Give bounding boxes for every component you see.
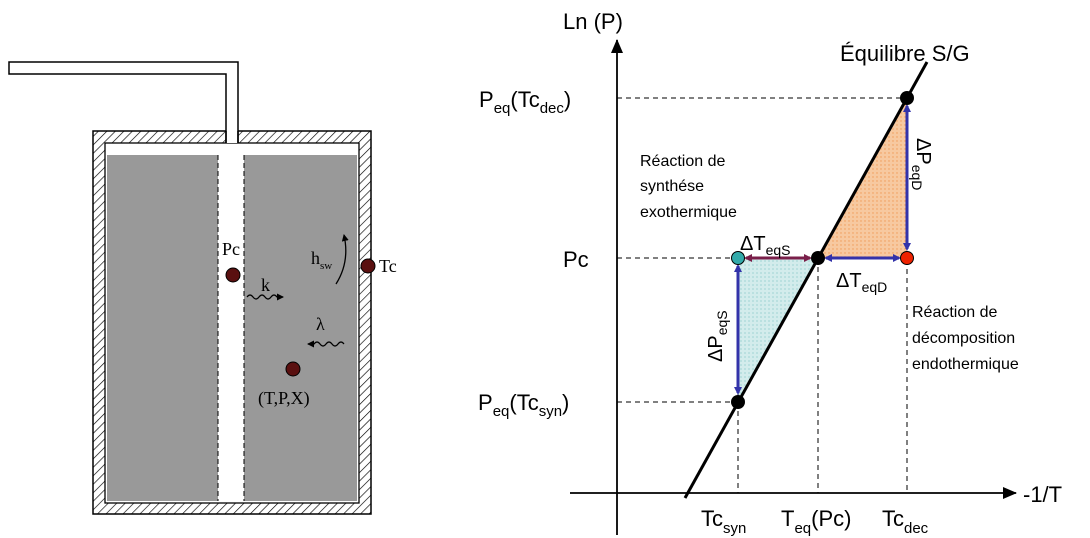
point-peq-dec xyxy=(900,91,914,105)
xtick-teq-pc: Teq(Pc) xyxy=(781,506,851,537)
ytick-peq-dec: Peq(Tcdec) xyxy=(479,87,571,117)
equilibrium-plot: Ln (P) -1/T Équilibre S/G Peq(Tcdec) Pc … xyxy=(478,9,1062,537)
state-point xyxy=(285,361,301,377)
reactor-label-tc: Tc xyxy=(379,256,397,276)
point-tc-dec xyxy=(900,251,914,265)
k-wavy-arrow xyxy=(246,293,284,301)
hsw-arrow xyxy=(335,234,349,285)
x-axis-label: -1/T xyxy=(1023,482,1062,507)
y-axis-label: Ln (P) xyxy=(563,9,623,34)
curve-label: Équilibre S/G xyxy=(840,41,970,66)
delta-peqs-label: ΔPeqS xyxy=(705,310,730,362)
equilibrium-line xyxy=(683,61,929,499)
point-peq-syn xyxy=(731,395,745,409)
reactor-diagram: Pc Tc hsw k λ (T,P,X) xyxy=(8,61,397,515)
point-tc-syn xyxy=(731,251,745,265)
reactor-label-state: (T,P,X) xyxy=(258,388,310,409)
reactor-label-lambda: λ xyxy=(316,314,325,334)
diffuser-channel xyxy=(218,155,244,501)
tc-point xyxy=(360,258,376,274)
ytick-pc: Pc xyxy=(563,247,589,272)
gas-inlet-tube xyxy=(8,61,239,143)
reactor-label-hsw: hsw xyxy=(311,248,332,272)
ytick-peq-syn: Peq(Tcsyn) xyxy=(478,390,569,420)
xtick-tc-syn: Tcsyn xyxy=(701,506,746,537)
reactor-label-k: k xyxy=(261,275,270,295)
delta-peqd-label: ΔPeqD xyxy=(909,138,934,190)
pc-point xyxy=(225,267,241,283)
xtick-tc-dec: Tcdec xyxy=(882,506,929,537)
delta-teqd-label: ΔTeqD xyxy=(836,270,887,295)
point-teq-pc xyxy=(811,251,825,265)
lambda-wavy-arrow xyxy=(307,340,345,348)
delta-teqs-label: ΔTeqS xyxy=(740,233,791,258)
synthesis-text: Réaction de synthése exothermique xyxy=(640,153,737,221)
decomposition-text: Réaction de décomposition endothermique xyxy=(912,304,1020,373)
reactor-label-pc: Pc xyxy=(222,239,240,259)
